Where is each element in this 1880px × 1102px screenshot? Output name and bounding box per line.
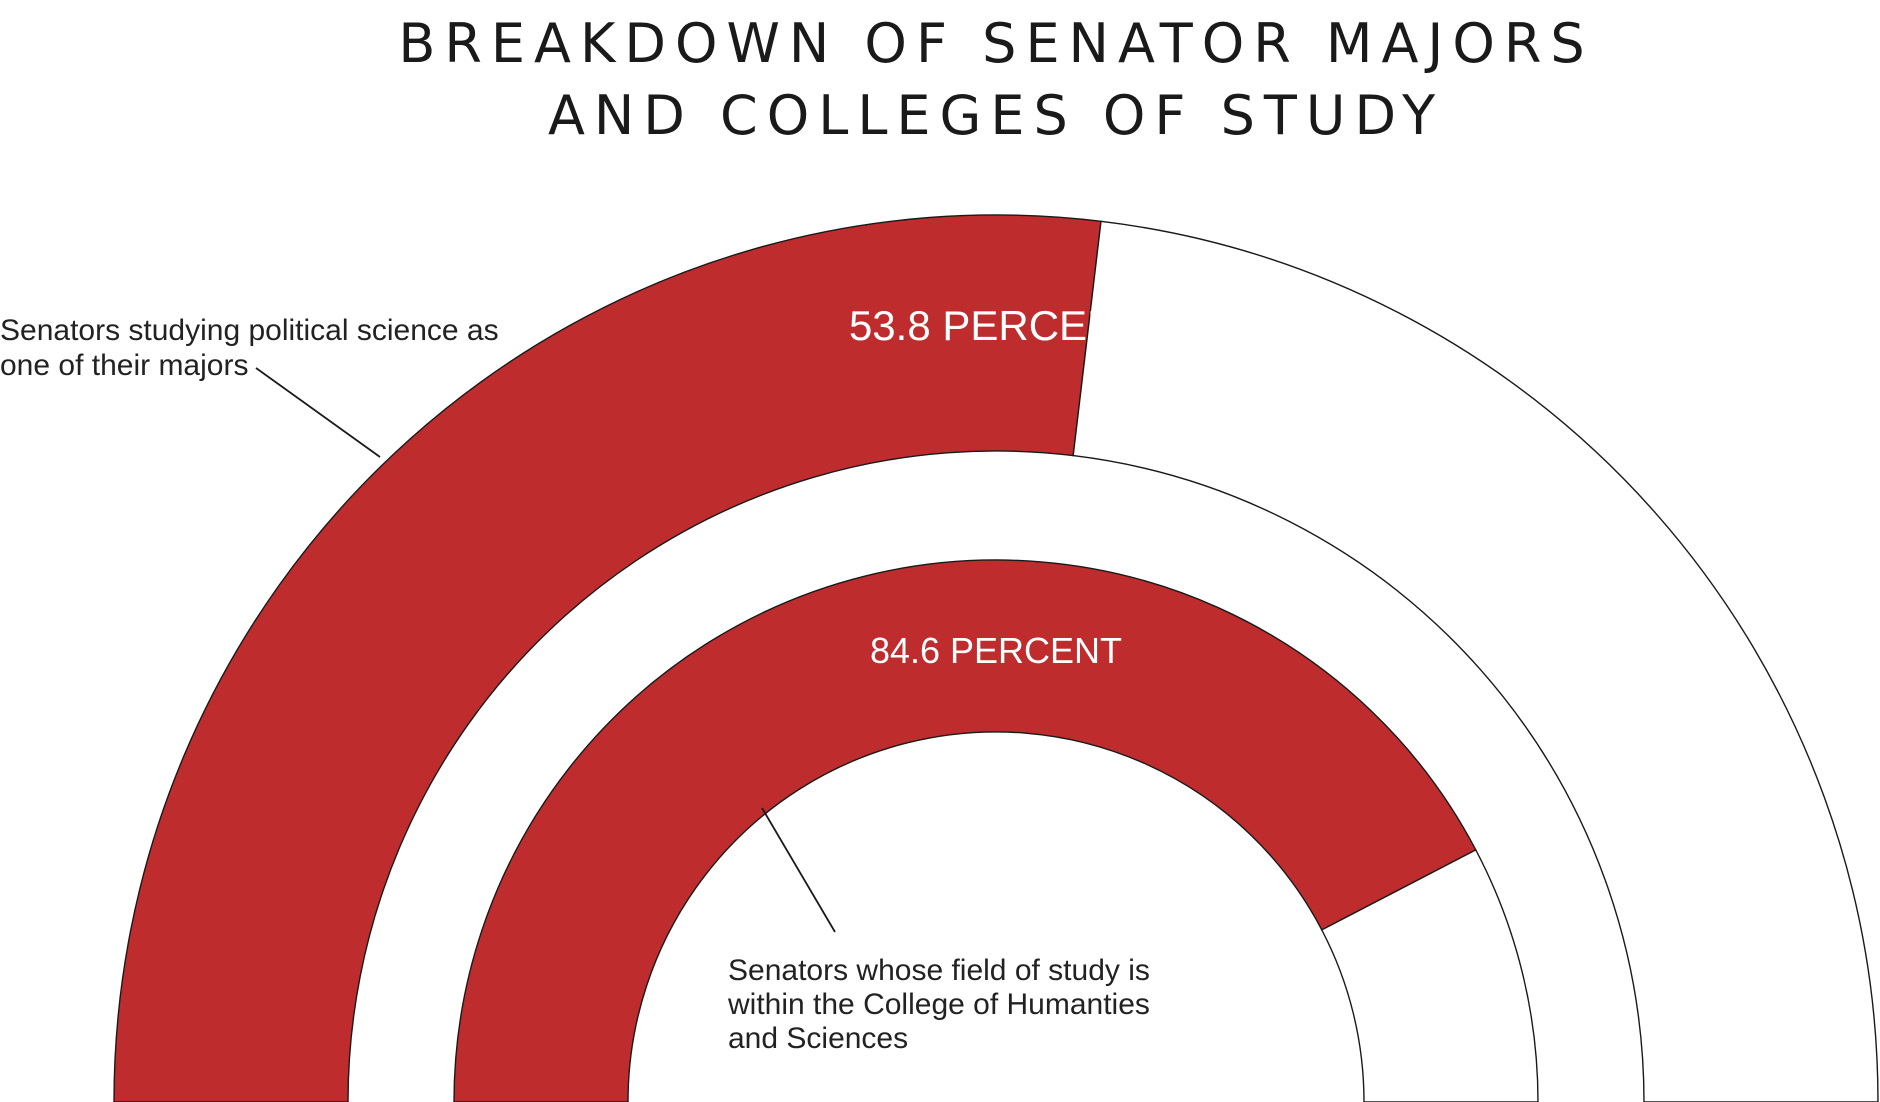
outer-annotation-line: one of their majors <box>0 349 248 382</box>
chart-title: BREAKDOWN OF SENATOR MAJORS AND COLLEGES… <box>398 12 1593 147</box>
inner-annotation-leader <box>761 807 836 933</box>
outer-annotation-line: Senators studying political science as <box>0 314 499 347</box>
gauge-rings <box>113 214 1879 1102</box>
title-line-2: AND COLLEGES OF STUDY <box>548 84 1444 147</box>
inner-value-label: 84.6 PERCENT <box>870 630 1122 671</box>
outer-annotation-leader <box>255 367 381 458</box>
gauge-labels: 53.8 PERCENT 84.6 PERCENT Senators studyin… <box>0 302 1150 1055</box>
inner-ring-filled-arc <box>453 559 1477 1102</box>
inner-ring-remaining-arc <box>1320 848 1539 1102</box>
outer-ring-remaining-arc <box>1072 220 1879 1102</box>
title-line-1: BREAKDOWN OF SENATOR MAJORS <box>398 12 1593 75</box>
inner-annotation-line: Senators whose field of study is <box>728 954 1150 987</box>
inner-annotation-line: and Sciences <box>728 1022 908 1055</box>
outer-ring-filled-arc <box>113 214 1102 1102</box>
inner-annotation-line: within the College of Humanties <box>727 988 1150 1021</box>
outer-value-label: 53.8 PERCENT <box>849 302 1143 349</box>
